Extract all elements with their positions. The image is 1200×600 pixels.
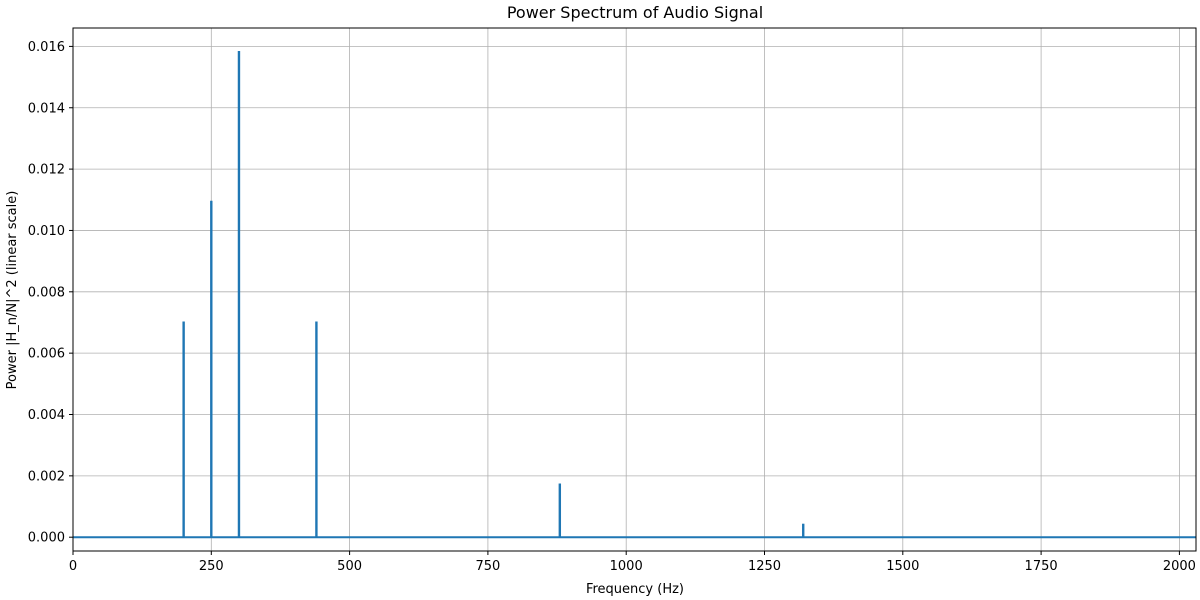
x-axis-label: Frequency (Hz): [586, 582, 684, 597]
y-tick-label: 0.008: [28, 285, 65, 300]
y-tick-label: 0.006: [28, 347, 65, 362]
y-axis-label: Power |H_n/N|^2 (linear scale): [5, 191, 20, 390]
y-tick-label: 0.004: [28, 408, 65, 423]
x-tick-label: 1250: [748, 559, 781, 574]
plot-frame: [72, 27, 1197, 552]
y-tick-label: 0.014: [28, 101, 65, 116]
y-tick-label: 0.012: [28, 163, 65, 178]
y-axis: 0.000 0.002 0.004 0.006 0.008 0.010 0.012 0.014…: [28, 40, 73, 546]
x-tick-label: 500: [337, 559, 362, 574]
chart-title: Power Spectrum of Audio Signal: [507, 3, 763, 22]
y-tick-label: 0.000: [28, 531, 65, 546]
x-tick-label: 0: [69, 559, 77, 574]
y-tick-label: 0.002: [28, 469, 65, 484]
series-layer: [73, 51, 1196, 539]
x-tick-label: 2000: [1163, 559, 1196, 574]
x-tick-label: 1750: [1025, 559, 1058, 574]
y-tick-label: 0.016: [28, 40, 65, 55]
x-tick-label: 1000: [610, 559, 643, 574]
x-axis: 0 250 500 750 1000 1250 1500 1750 2000: [69, 551, 1196, 574]
x-tick-label: 1500: [886, 559, 919, 574]
x-tick-label: 250: [199, 559, 224, 574]
y-tick-label: 0.010: [28, 224, 65, 239]
x-tick-label: 750: [475, 559, 500, 574]
grid: [72, 28, 1196, 551]
